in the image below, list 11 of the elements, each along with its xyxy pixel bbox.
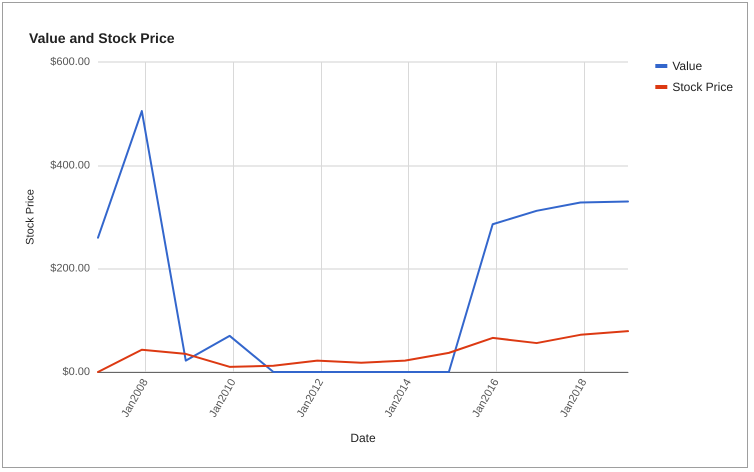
- legend-label: Stock Price: [672, 80, 734, 94]
- chart-title: Value and Stock Price: [29, 30, 175, 46]
- x-axis-title: Date: [350, 431, 376, 445]
- y-tick-label: $600.00: [50, 56, 90, 68]
- y-axis-title: Stock Price: [24, 189, 36, 245]
- line-series: [97, 330, 629, 373]
- y-tick-label: $200.00: [50, 262, 90, 275]
- legend-label: Value: [672, 59, 702, 73]
- line-series: [97, 110, 629, 373]
- y-tick-label: $0.00: [62, 366, 90, 378]
- y-tick-label: $400.00: [50, 159, 90, 172]
